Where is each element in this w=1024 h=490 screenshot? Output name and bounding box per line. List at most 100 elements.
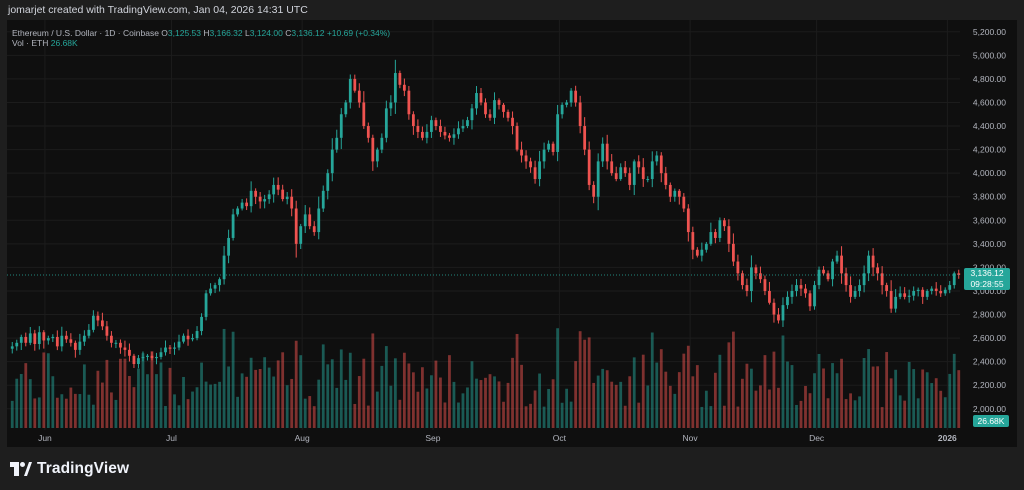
symbol-legend: Ethereum / U.S. Dollar · 1D · Coinbase O…	[12, 27, 390, 39]
volume-bar	[948, 373, 952, 428]
volume-bar	[461, 393, 465, 428]
price-scale[interactable]: 2,000.00 2,200.00 2,400.00 2,600.00 2,800.00…	[973, 27, 1006, 414]
price-chart[interactable]: 2,000.00 2,200.00 2,400.00 2,600.00 2,800.00…	[0, 0, 1024, 447]
volume-bar	[867, 349, 871, 428]
volume-bar	[258, 368, 262, 428]
volume-bar	[195, 387, 199, 428]
candle-body	[822, 269, 825, 274]
candle-body	[560, 104, 564, 115]
candle-body	[718, 220, 722, 238]
candle-body	[421, 131, 424, 138]
candle-body	[871, 255, 875, 268]
volume-bar	[704, 390, 708, 428]
volume-bar	[19, 374, 23, 428]
candle-body	[704, 243, 708, 250]
candle-body	[87, 329, 91, 336]
volume-bar	[371, 333, 375, 428]
volume-bar	[357, 376, 361, 428]
candle-body	[105, 326, 109, 336]
candle-body	[520, 149, 523, 156]
candle-body	[565, 102, 569, 105]
volume-bar	[200, 362, 203, 428]
volume-bar	[91, 404, 95, 428]
candle-body	[321, 190, 325, 209]
volume-bar	[934, 378, 938, 428]
volume-bar	[393, 358, 397, 428]
candle-body	[479, 93, 483, 103]
volume-bar	[628, 376, 632, 428]
candle-body	[533, 167, 537, 180]
candle-body	[240, 202, 244, 209]
low-label: L	[245, 28, 250, 38]
volume-bar	[439, 377, 442, 428]
volume-bar	[754, 390, 758, 428]
volume-bar	[236, 396, 240, 428]
volume-bar	[610, 381, 614, 428]
candle-body	[885, 285, 889, 291]
candle-body	[141, 356, 145, 359]
volume-bar	[759, 385, 762, 428]
price-tick-label: 4,400.00	[973, 121, 1006, 131]
volume-bar	[709, 406, 713, 428]
volume-bar	[641, 354, 645, 428]
candle-body	[641, 167, 645, 180]
time-scale[interactable]: Jun Jul Aug Sep Oct Nov Dec 2026	[38, 433, 957, 443]
candle-body	[457, 128, 460, 135]
volume-bar	[60, 394, 64, 428]
volume-bar	[78, 394, 82, 428]
price-tick-label: 5,000.00	[973, 50, 1006, 60]
footer: TradingView	[0, 447, 1024, 490]
candle-body	[186, 335, 190, 340]
candle-body	[601, 143, 605, 162]
tradingview-wordmark: TradingView	[37, 460, 130, 477]
candle-body	[137, 358, 140, 365]
volume-bar	[925, 372, 929, 428]
volume-bar	[119, 358, 122, 428]
tradingview-logo[interactable]: TradingView	[10, 460, 130, 477]
candle-body	[700, 249, 704, 256]
volume-bar	[682, 353, 686, 428]
candle-body	[804, 288, 807, 294]
candle-body	[213, 285, 217, 289]
time-tick-label: Jul	[166, 433, 177, 443]
volume-bar	[750, 368, 753, 428]
candle-body	[840, 255, 843, 274]
volume-bar	[880, 407, 884, 428]
time-tick-label: Oct	[553, 433, 567, 443]
volume-bar	[763, 355, 767, 428]
candle-body	[497, 100, 501, 105]
candle-body	[957, 273, 961, 275]
volume-bar	[587, 337, 591, 428]
candle-body	[425, 131, 429, 138]
volume-bar	[290, 378, 294, 428]
candle-body	[159, 352, 163, 357]
grid-lines	[7, 20, 960, 430]
candle-body	[903, 293, 907, 297]
candle-body	[637, 161, 641, 168]
candle-body	[623, 167, 627, 174]
volume-bar	[245, 376, 249, 428]
volume-bar	[529, 403, 532, 428]
candle-body	[362, 102, 366, 127]
volume-bar	[110, 392, 113, 428]
volume-bar	[912, 369, 916, 428]
candle-body	[736, 261, 740, 274]
candle-body	[285, 196, 289, 200]
volume-bar	[506, 382, 510, 428]
candle-body	[200, 316, 203, 332]
symbol-title: Ethereum / U.S. Dollar · 1D · Coinbase	[12, 28, 159, 38]
price-tick-label: 2,400.00	[973, 357, 1006, 367]
candle-body	[646, 179, 650, 181]
volume-bar	[263, 357, 267, 428]
volume-bar	[299, 355, 303, 428]
candle-body	[952, 273, 956, 286]
volume-bar	[502, 401, 505, 428]
price-tick-label: 3,200.00	[973, 262, 1006, 272]
volume-bar	[326, 364, 330, 428]
volume-bar	[479, 380, 483, 428]
price-tick-label: 4,600.00	[973, 97, 1006, 107]
candle-body	[466, 120, 469, 127]
candle-body	[790, 290, 794, 297]
volume-bar	[781, 335, 785, 428]
candle-body	[281, 189, 285, 200]
